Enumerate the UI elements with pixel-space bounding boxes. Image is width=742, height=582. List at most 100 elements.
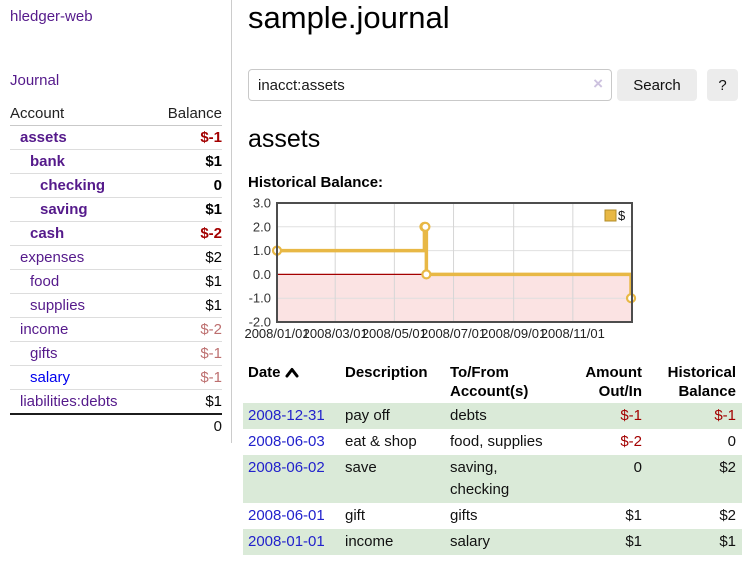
search-box: ×: [248, 69, 612, 101]
data-point-marker: [420, 221, 431, 232]
x-tick-label: 2008/09/01: [481, 326, 546, 341]
account-link[interactable]: income: [20, 321, 69, 338]
account-link[interactable]: bank: [30, 153, 66, 170]
account-balance: $1: [150, 149, 222, 174]
account-row: checking 0: [10, 173, 222, 198]
account-row: food $1: [10, 269, 222, 294]
col-header-description: Description: [345, 364, 428, 381]
account-link[interactable]: liabilities:debts: [20, 393, 118, 410]
search-button[interactable]: Search: [617, 69, 697, 101]
transaction-amount: $1: [625, 507, 642, 524]
transaction-row: 2008-06-03 eat & shop food, supplies $-2 0: [243, 429, 742, 455]
account-balance: $-2: [150, 221, 222, 246]
account-link[interactable]: checking: [40, 177, 106, 194]
account-balance: $1: [205, 393, 222, 410]
transaction-balance: $2: [719, 459, 736, 476]
transaction-description: income: [345, 533, 394, 550]
transaction-description: pay off: [345, 407, 390, 424]
chart-label: Historical Balance:: [248, 174, 384, 191]
accounts-total-value: 0: [10, 413, 222, 438]
account-row: supplies $1: [10, 293, 222, 318]
transaction-row: 2008-06-01 gift gifts $1 $2: [243, 503, 742, 529]
account-link[interactable]: saving: [40, 201, 88, 218]
register-table: Date Description To/From Account(s) Amou…: [243, 361, 742, 555]
transaction-accounts: debts: [450, 407, 487, 424]
account-row: bank $1: [10, 149, 222, 174]
transaction-amount: 0: [633, 459, 642, 476]
help-button[interactable]: ?: [707, 69, 738, 101]
accounts-header-balance: Balance: [150, 101, 222, 126]
account-link[interactable]: supplies: [30, 297, 86, 314]
account-balance: $-1: [150, 125, 222, 150]
account-row: salary $-1: [10, 365, 222, 390]
account-link[interactable]: cash: [30, 225, 65, 242]
x-tick-label: 2008/03/01: [303, 326, 368, 341]
account-row: saving $1: [10, 197, 222, 222]
y-tick-label: 2.0: [253, 219, 271, 234]
transaction-accounts: saving, checking: [450, 459, 510, 498]
transaction-date-link[interactable]: 2008-12-31: [248, 407, 325, 424]
account-balance: $1: [150, 293, 222, 318]
transaction-accounts: gifts: [450, 507, 478, 524]
account-row: assets $-1: [10, 125, 222, 150]
data-point-marker: [421, 269, 432, 280]
y-tick-label: 0.0: [253, 267, 271, 282]
transaction-date-link[interactable]: 2008-01-01: [248, 533, 325, 550]
account-balance: $2: [150, 245, 222, 270]
col-header-accounts: To/From Account(s): [450, 364, 529, 400]
col-header-date[interactable]: Date: [243, 361, 345, 403]
col-header-date-label: Date: [248, 364, 281, 381]
sidebar-item-journal[interactable]: Journal: [10, 72, 60, 89]
account-row: income $-2: [10, 317, 222, 342]
account-row: gifts $-1: [10, 341, 222, 366]
transaction-row: 2008-01-01 income salary $1 $1: [243, 529, 742, 555]
accounts-header-account: Account: [10, 101, 151, 126]
accounts-total-row: 0: [10, 413, 222, 438]
transaction-date-link[interactable]: 2008-06-02: [248, 459, 325, 476]
transaction-date-link[interactable]: 2008-06-01: [248, 507, 325, 524]
account-balance: $-1: [150, 365, 222, 390]
account-link[interactable]: assets: [20, 129, 67, 146]
account-link[interactable]: gifts: [30, 345, 58, 362]
transaction-amount: $1: [625, 533, 642, 550]
col-header-balance: Historical Balance: [667, 364, 736, 400]
transaction-amount: $-1: [620, 407, 642, 424]
account-balance: $1: [150, 269, 222, 294]
transaction-row: 2008-12-31 pay off debts $-1 $-1: [243, 403, 742, 429]
transaction-description: gift: [345, 507, 366, 524]
account-link[interactable]: expenses: [20, 249, 85, 266]
account-link[interactable]: salary: [30, 369, 71, 386]
page-title: sample.journal: [248, 0, 450, 35]
accounts-header-row: Account Balance: [10, 101, 222, 126]
transaction-date-link[interactable]: 2008-06-03: [248, 433, 325, 450]
search-input[interactable]: [248, 69, 612, 101]
sidebar: hledger-web Journal Account Balance asse…: [0, 0, 232, 443]
transaction-balance: 0: [727, 433, 736, 450]
historical-balance-chart: 3.0 2.0 1.0 0.0 -1.0 -2.02008/01/012008/03/01…: [244, 196, 637, 341]
transaction-description: save: [345, 459, 377, 476]
search-form: × Search ?: [248, 69, 738, 101]
transaction-balance: $2: [719, 507, 736, 524]
account-row: liabilities:debts $1: [10, 390, 222, 415]
transaction-row: 2008-06-02 save saving, checking 0 $2: [243, 455, 742, 503]
transaction-balance: $1: [719, 533, 736, 550]
transaction-accounts: food, supplies: [450, 433, 543, 450]
main-content: sample.journal × Search ? assets Histori…: [243, 0, 742, 582]
sort-ascending-icon: [285, 368, 299, 378]
account-balance: $-1: [150, 341, 222, 366]
account-link[interactable]: food: [30, 273, 60, 290]
y-tick-label: 1.0: [253, 243, 271, 258]
col-header-amount: Amount Out/In: [585, 364, 642, 400]
y-tick-label: 3.0: [253, 196, 271, 211]
x-tick-label: 2008/11/01: [541, 326, 605, 341]
transaction-accounts: salary: [450, 533, 491, 550]
account-balance: $-2: [150, 317, 222, 342]
legend-label: $: [618, 208, 626, 223]
app-title-link[interactable]: hledger-web: [10, 8, 93, 25]
plot-border: [276, 202, 633, 323]
account-balance: $1: [150, 197, 222, 222]
transaction-balance: $-1: [714, 407, 736, 424]
legend-swatch: [604, 209, 617, 222]
clear-search-icon[interactable]: ×: [593, 74, 603, 93]
